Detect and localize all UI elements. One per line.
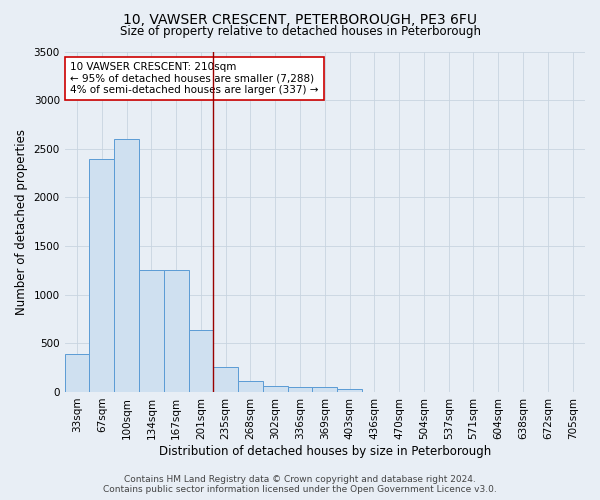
Bar xyxy=(313,387,337,392)
Bar xyxy=(139,270,164,392)
Bar xyxy=(337,388,362,392)
Text: 10 VAWSER CRESCENT: 210sqm
← 95% of detached houses are smaller (7,288)
4% of se: 10 VAWSER CRESCENT: 210sqm ← 95% of deta… xyxy=(70,62,319,95)
Bar xyxy=(89,160,114,392)
Bar xyxy=(287,386,313,392)
Bar xyxy=(65,354,89,392)
Bar xyxy=(214,366,238,392)
Bar xyxy=(164,270,188,392)
Bar xyxy=(263,386,287,392)
Bar xyxy=(188,330,214,392)
X-axis label: Distribution of detached houses by size in Peterborough: Distribution of detached houses by size … xyxy=(159,444,491,458)
Bar xyxy=(114,139,139,392)
Y-axis label: Number of detached properties: Number of detached properties xyxy=(15,128,28,314)
Text: Size of property relative to detached houses in Peterborough: Size of property relative to detached ho… xyxy=(119,25,481,38)
Text: 10, VAWSER CRESCENT, PETERBOROUGH, PE3 6FU: 10, VAWSER CRESCENT, PETERBOROUGH, PE3 6… xyxy=(123,12,477,26)
Bar xyxy=(238,382,263,392)
Text: Contains HM Land Registry data © Crown copyright and database right 2024.
Contai: Contains HM Land Registry data © Crown c… xyxy=(103,474,497,494)
